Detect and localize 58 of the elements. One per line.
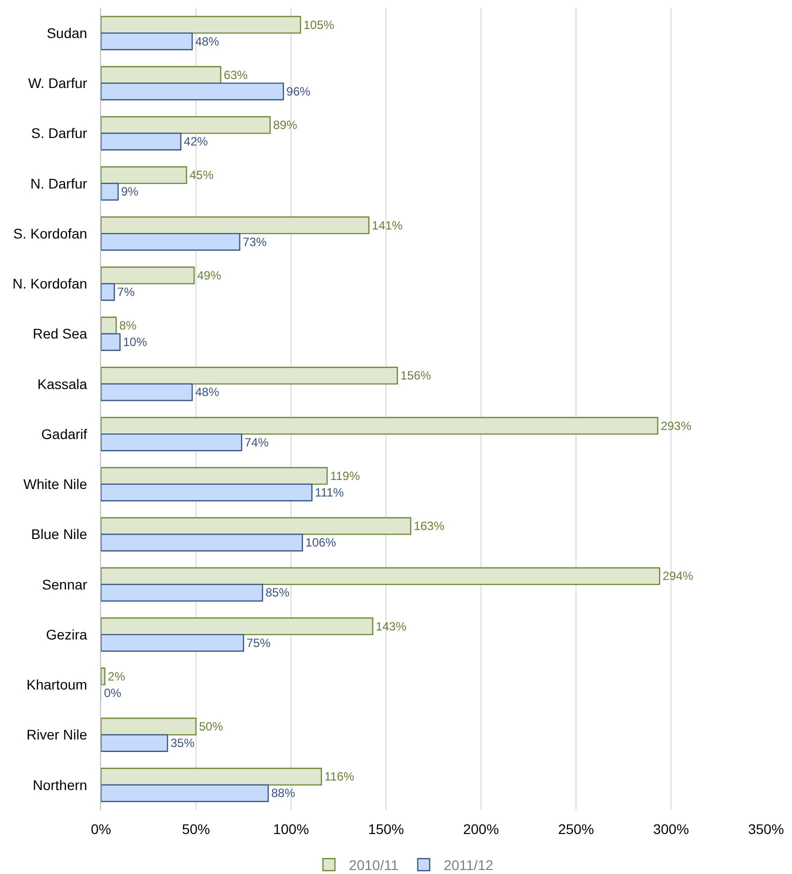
- data-label: 9%: [121, 184, 139, 199]
- y-tick-label: N. Kordofan: [12, 276, 88, 292]
- legend-label: 2011/12: [444, 857, 494, 874]
- y-tick-label: N. Darfur: [30, 175, 88, 192]
- x-tick-label: 250%: [558, 820, 594, 837]
- y-tick-label: River Nile: [26, 726, 88, 743]
- y-tick-label: Sudan: [46, 24, 88, 41]
- data-label: 85%: [266, 586, 290, 600]
- y-tick-label: Sennar: [42, 576, 88, 592]
- data-label: 141%: [372, 218, 403, 232]
- data-label: 156%: [400, 368, 432, 383]
- y-tick-label: Northern: [32, 776, 88, 793]
- data-label: 8%: [119, 318, 137, 333]
- data-label: 163%: [414, 519, 445, 534]
- data-label: 63%: [224, 68, 248, 82]
- data-label: 50%: [199, 720, 224, 734]
- data-label: 48%: [195, 34, 220, 48]
- data-label: 10%: [123, 335, 148, 350]
- data-label: 35%: [170, 736, 195, 750]
- x-tick-label: 150%: [368, 820, 404, 837]
- data-label: 96%: [286, 84, 311, 98]
- data-label: 88%: [271, 786, 296, 800]
- x-tick-label: 100%: [273, 820, 309, 837]
- data-label: 294%: [662, 569, 694, 584]
- y-tick-label: S. Kordofan: [13, 225, 88, 242]
- y-tick-label: Gadarif: [41, 426, 88, 442]
- y-tick-label: White Nile: [23, 476, 88, 492]
- data-label: 293%: [660, 418, 692, 433]
- y-tick-label: Khartoum: [26, 676, 88, 693]
- data-label: 0%: [104, 686, 122, 700]
- data-label: 73%: [242, 234, 268, 249]
- x-tick-label: 200%: [463, 820, 499, 837]
- data-label: 7%: [117, 284, 135, 299]
- data-label: 143%: [376, 619, 407, 634]
- x-tick-label: 300%: [653, 820, 689, 837]
- y-tick-label: Gezira: [46, 626, 88, 642]
- y-tick-label: Kassala: [37, 376, 88, 392]
- data-label: 89%: [273, 118, 298, 132]
- data-label: 45%: [190, 168, 214, 182]
- x-tick-label: 50%: [182, 820, 210, 837]
- data-label: 111%: [314, 485, 344, 500]
- data-label: 49%: [197, 268, 222, 282]
- y-tick-label: S. Darfur: [31, 125, 88, 142]
- x-tick-label: 0%: [90, 820, 112, 837]
- legend-label: 2010/11: [348, 857, 399, 874]
- data-label: 75%: [246, 636, 271, 650]
- data-label: 119%: [330, 468, 360, 483]
- y-tick-label: Blue Nile: [31, 526, 88, 542]
- data-label: 42%: [184, 134, 208, 149]
- y-tick-label: W. Darfur: [28, 75, 88, 92]
- data-label: 105%: [304, 18, 335, 32]
- data-label: 2%: [108, 669, 126, 684]
- data-label: 74%: [244, 435, 269, 450]
- x-tick-label: 350%: [748, 820, 784, 837]
- data-label: 106%: [305, 536, 336, 550]
- data-label: 48%: [195, 385, 220, 400]
- data-label: 116%: [324, 770, 355, 784]
- y-tick-label: Red Sea: [32, 326, 88, 342]
